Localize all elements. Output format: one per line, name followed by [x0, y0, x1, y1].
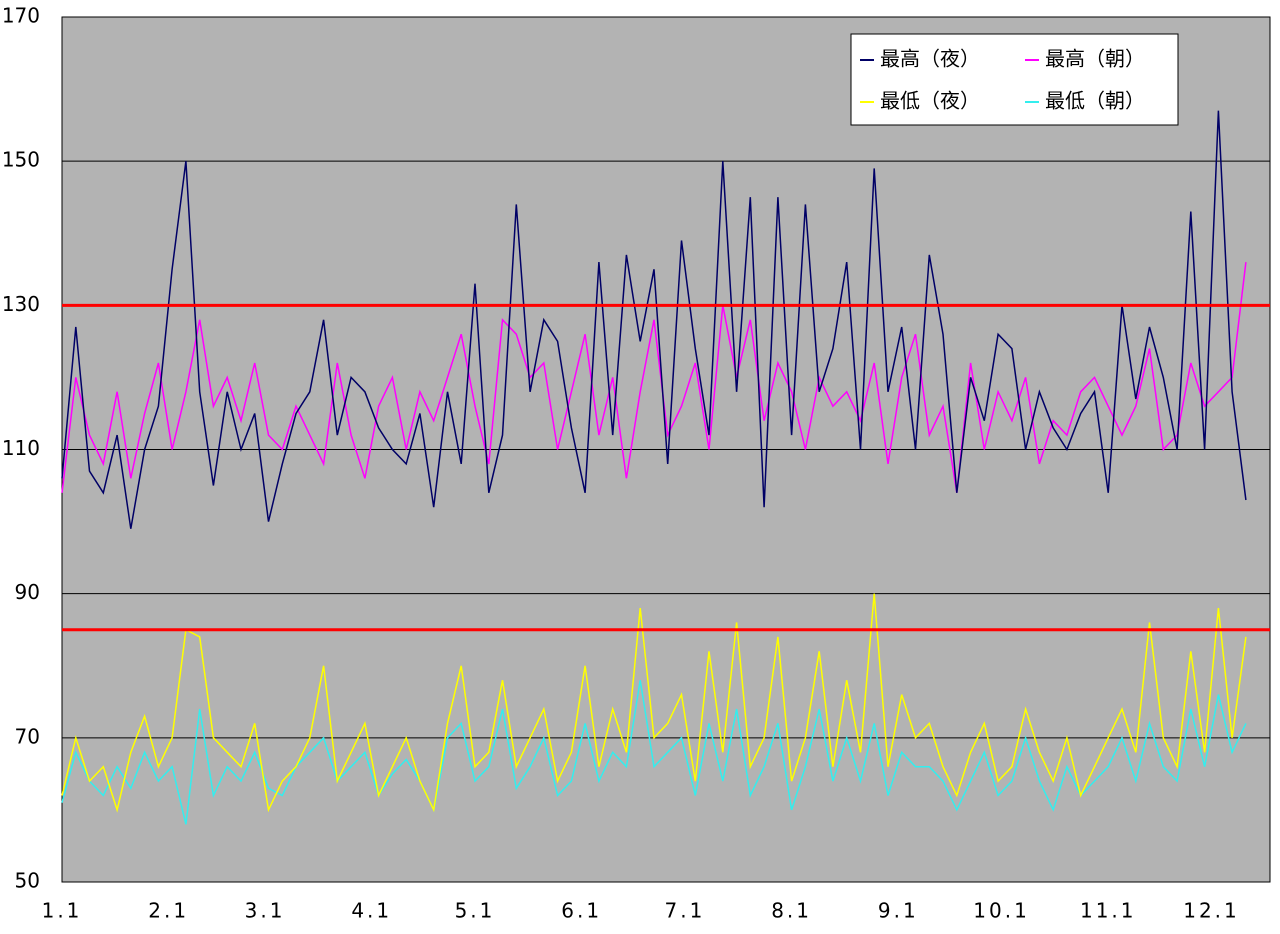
legend: 最高（夜） 最高（朝） 最低（夜） 最低（朝）	[850, 33, 1179, 126]
x-tick-label: 6.1	[561, 899, 602, 923]
series-line	[61, 680, 1247, 825]
x-tick-label: 8.1	[771, 899, 812, 923]
series-line	[61, 593, 1247, 813]
x-tick-label: 10.1	[973, 899, 1030, 923]
x-tick-label: 5.1	[455, 899, 496, 923]
y-tick-label: 130	[2, 292, 40, 316]
y-tick-label: 70	[15, 724, 40, 748]
x-tick-label: 3.1	[245, 899, 286, 923]
x-tick-label: 2.1	[148, 899, 189, 923]
y-tick-label: 90	[15, 580, 40, 604]
series-line	[61, 262, 1247, 493]
legend-label: 最高（夜）	[880, 47, 980, 71]
legend-label: 最低（朝）	[1045, 89, 1145, 113]
legend-label: 最低（夜）	[880, 89, 980, 113]
y-tick-label: 50	[15, 869, 40, 893]
x-tick-label: 1.1	[42, 899, 83, 923]
x-tick-label: 12.1	[1183, 899, 1240, 923]
series-line	[61, 110, 1247, 529]
y-tick-label: 150	[2, 148, 40, 172]
y-tick-label: 110	[2, 436, 40, 460]
legend-box	[850, 33, 1179, 126]
x-tick-label: 7.1	[665, 899, 706, 923]
y-tick-label: 170	[2, 4, 40, 28]
x-tick-label: 11.1	[1080, 899, 1137, 923]
legend-label: 最高（朝）	[1045, 47, 1145, 71]
x-tick-label: 4.1	[351, 899, 392, 923]
x-tick-label: 9.1	[878, 899, 919, 923]
